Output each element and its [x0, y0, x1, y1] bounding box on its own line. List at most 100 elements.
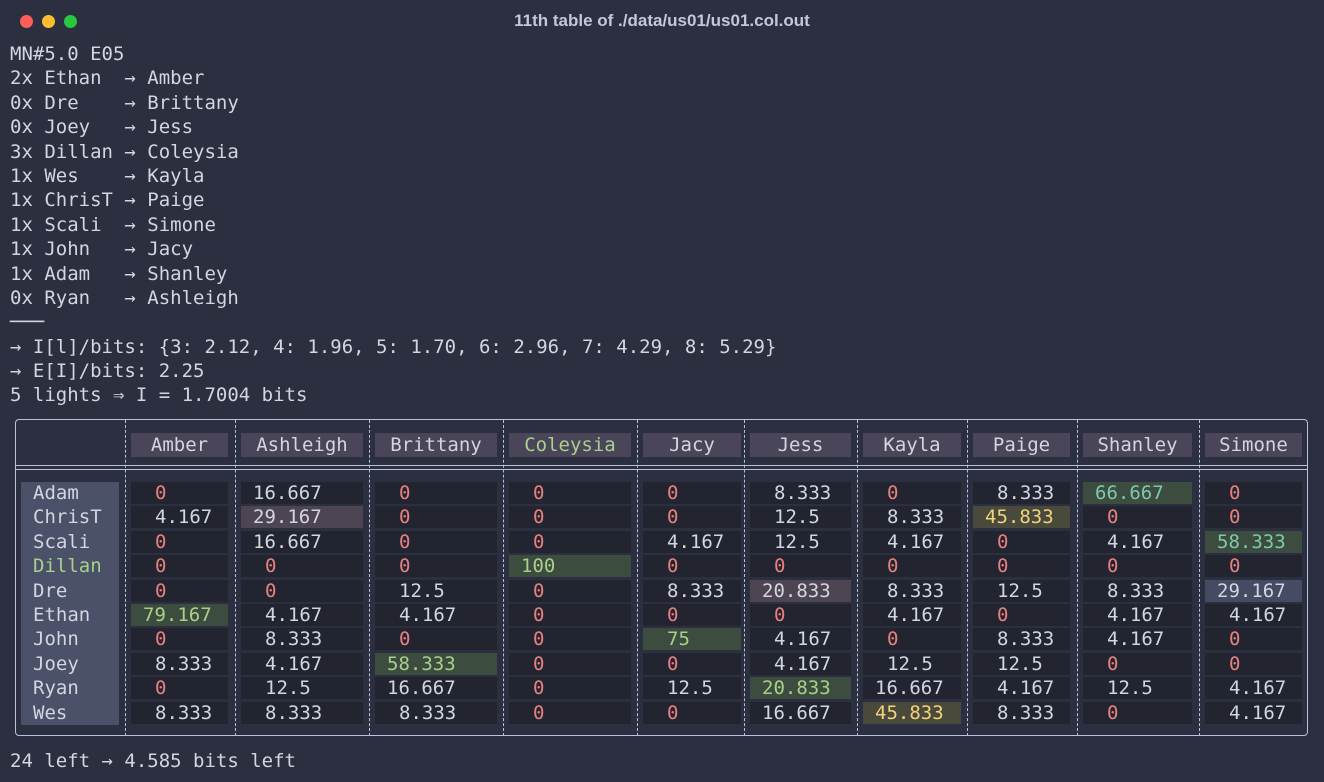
row-label: Dillan — [33, 555, 102, 578]
table-cell: 0 — [375, 530, 497, 553]
table-cell: 0 — [509, 701, 631, 724]
table-cell: 58.333 — [1205, 530, 1302, 553]
table-cell: 12.5 — [241, 677, 363, 700]
table-cell: 4.167 — [375, 604, 497, 626]
output-line: 0x Joey → Jess — [10, 116, 194, 139]
table-cell: 4.167 — [643, 530, 741, 553]
row-label: Wes — [33, 701, 68, 724]
table-cell: 0 — [643, 482, 741, 504]
table-cell: 0 — [509, 604, 631, 626]
column-header: Jess — [750, 433, 851, 457]
table-cell: 0 — [750, 604, 851, 626]
table-cell: 12.5 — [973, 652, 1070, 675]
table-cell: 0 — [1205, 555, 1302, 578]
table-cell: 16.667 — [241, 530, 363, 553]
table-cell: 4.167 — [1205, 604, 1302, 626]
table-cell: 8.333 — [241, 628, 363, 651]
row-label: Joey — [33, 652, 79, 675]
zoom-button[interactable] — [64, 15, 77, 28]
table-cell: 8.333 — [131, 652, 228, 675]
table-cell: 8.333 — [973, 628, 1070, 651]
table-cell: 4.167 — [1205, 677, 1302, 700]
row-label: ChrisT — [33, 506, 102, 529]
table-cell: 0 — [863, 628, 961, 651]
footer-line: 24 left → 4.585 bits left — [10, 750, 296, 772]
table-cell: 12.5 — [750, 506, 851, 529]
table-cell: 8.333 — [973, 482, 1070, 504]
table-cell: 16.667 — [241, 482, 363, 504]
table-cell: 16.667 — [375, 677, 497, 700]
table-cell: 0 — [375, 482, 497, 504]
table-cell: 4.167 — [131, 506, 228, 529]
table-cell: 0 — [1205, 506, 1302, 529]
table-cell: 0 — [1205, 482, 1302, 504]
table-cell: 0 — [1083, 506, 1192, 529]
table-cell: 0 — [131, 677, 228, 700]
column-header: Amber — [131, 433, 228, 457]
table-cell: 0 — [1083, 652, 1192, 675]
table-cell: 0 — [643, 701, 741, 724]
row-label: John — [33, 628, 79, 651]
row-label-column — [21, 482, 119, 725]
table-cell: 8.333 — [750, 482, 851, 504]
table-cell: 29.167 — [241, 506, 363, 529]
table-cell: 8.333 — [863, 579, 961, 602]
output-line: 2x Ethan → Amber — [10, 67, 205, 90]
table-cell: 0 — [509, 579, 631, 602]
table-cell: 75 — [643, 628, 741, 651]
column-separator — [857, 420, 858, 736]
column-header: Jacy — [643, 433, 741, 457]
table-cell: 4.167 — [1205, 701, 1302, 724]
column-separator — [744, 420, 745, 736]
table-cell: 79.167 — [131, 604, 228, 626]
table-cell: 0 — [131, 555, 228, 578]
table-cell: 0 — [241, 555, 363, 578]
table-cell: 0 — [375, 555, 497, 578]
table-cell: 4.167 — [973, 677, 1070, 700]
header-separator — [15, 469, 1308, 470]
minimize-button[interactable] — [42, 15, 55, 28]
column-header: Shanley — [1083, 433, 1192, 457]
table-cell: 8.333 — [375, 701, 497, 724]
table-cell: 0 — [1205, 628, 1302, 651]
output-line: 1x Scali → Simone — [10, 213, 216, 236]
table-cell: 0 — [750, 555, 851, 578]
column-header: Ashleigh — [241, 433, 363, 457]
close-button[interactable] — [20, 15, 33, 28]
output-line: ─── — [10, 311, 45, 334]
output-line: 5 lights ⇒ I = 1.7004 bits — [10, 384, 308, 407]
table-cell: 0 — [509, 652, 631, 675]
column-header: Simone — [1205, 433, 1302, 457]
table-cell: 12.5 — [643, 677, 741, 700]
row-label: Dre — [33, 579, 68, 602]
table-cell: 0 — [1083, 701, 1192, 724]
table-cell: 4.167 — [863, 530, 961, 553]
table-cell: 8.333 — [863, 506, 961, 529]
table-cell: 0 — [643, 555, 741, 578]
table-cell: 0 — [973, 604, 1070, 626]
column-header: Brittany — [375, 433, 497, 457]
table-cell: 12.5 — [750, 530, 851, 553]
terminal-output: MN#5.0 E05 2x Ethan → Amber 0x Dre → Britt… — [10, 42, 776, 408]
table-cell: 8.333 — [131, 701, 228, 724]
table-cell: 45.833 — [863, 701, 961, 724]
table-cell: 8.333 — [241, 701, 363, 724]
table-cell: 0 — [241, 579, 363, 602]
output-line: 1x Adam → Shanley — [10, 262, 228, 285]
table-cell: 12.5 — [1083, 677, 1192, 700]
table-cell: 0 — [973, 530, 1070, 553]
table-cell: 20.833 — [750, 579, 851, 602]
column-separator — [369, 420, 370, 736]
table-cell: 0 — [863, 555, 961, 578]
table-cell: 0 — [509, 506, 631, 529]
row-label: Adam — [33, 482, 79, 504]
row-label: Ethan — [33, 604, 91, 626]
table-cell: 66.667 — [1083, 482, 1192, 504]
column-separator — [235, 420, 236, 736]
table-cell: 45.833 — [973, 506, 1070, 529]
table-cell: 4.167 — [1083, 530, 1192, 553]
column-header: Coleysia — [509, 433, 631, 457]
table-cell: 100 — [509, 555, 631, 578]
table-cell: 8.333 — [643, 579, 741, 602]
